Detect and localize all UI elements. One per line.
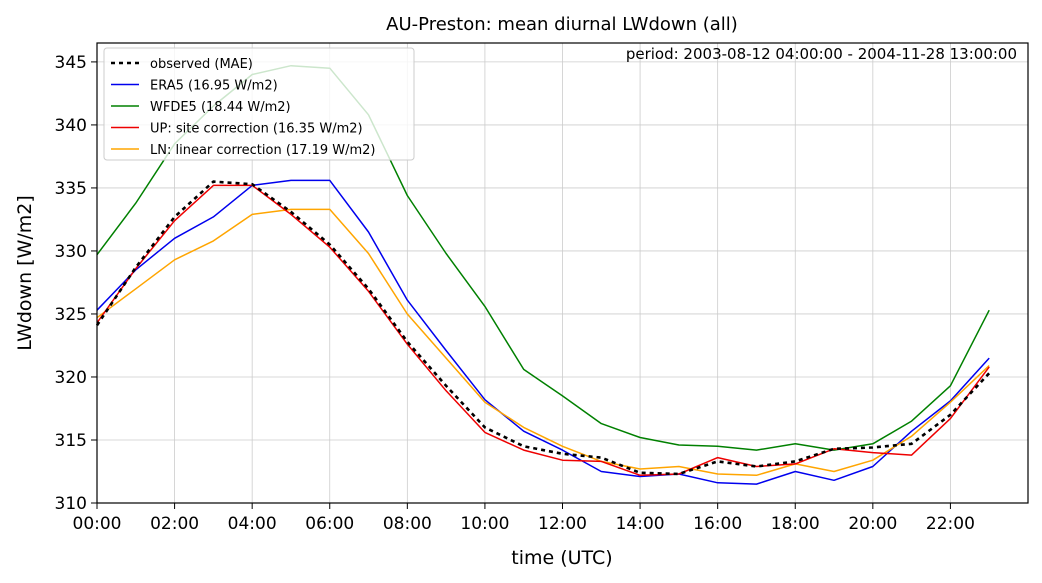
legend-label: WFDE5 (18.44 W/m2) — [150, 100, 291, 115]
axis-ticks: 00:00 02:00 04:00 06:00 08:00 10:00 12:00 14:00… — [55, 53, 975, 534]
legend: observed (MAE) ERA5 (16.95 W/m2) WFDE5 (18… — [103, 47, 415, 161]
x-tick-label: 14:00 — [616, 514, 665, 534]
x-tick-label: 20:00 — [848, 514, 897, 534]
series-line-1 — [96, 179, 990, 485]
x-tick-label: 12:00 — [538, 514, 587, 534]
x-tick-label: 02:00 — [150, 514, 199, 534]
series-line-0 — [95, 180, 991, 476]
x-tick-label: 06:00 — [305, 514, 354, 534]
y-tick-label: 320 — [55, 368, 87, 388]
x-tick-label: 10:00 — [460, 514, 509, 534]
x-tick-label: 00:00 — [73, 514, 122, 534]
x-tick-label: 18:00 — [771, 514, 820, 534]
y-tick-label: 335 — [55, 179, 87, 199]
x-tick-label: 22:00 — [926, 514, 975, 534]
legend-label: UP: site correction (16.35 W/m2) — [150, 122, 363, 137]
y-axis-label: LWdown [W/m2] — [14, 195, 36, 351]
x-axis-label: time (UTC) — [511, 547, 612, 569]
chart-title: AU-Preston: mean diurnal LWdown (all) — [386, 14, 738, 35]
y-tick-label: 330 — [55, 242, 87, 262]
series-line-4 — [96, 208, 990, 477]
y-tick-label: 325 — [55, 305, 87, 325]
x-tick-label: 08:00 — [383, 514, 432, 534]
y-tick-label: 340 — [55, 116, 87, 136]
legend-label: ERA5 (16.95 W/m2) — [150, 79, 278, 94]
y-tick-label: 310 — [55, 494, 87, 514]
period-annotation: period: 2003-08-12 04:00:00 - 2004-11-28… — [626, 45, 1017, 63]
legend-label: LN: linear correction (17.19 W/m2) — [150, 143, 376, 158]
x-tick-label: 16:00 — [693, 514, 742, 534]
y-tick-label: 315 — [55, 431, 87, 451]
y-tick-label: 345 — [55, 53, 87, 73]
legend-box — [103, 47, 415, 161]
x-tick-label: 04:00 — [228, 514, 277, 534]
legend-label: observed (MAE) — [150, 57, 253, 72]
